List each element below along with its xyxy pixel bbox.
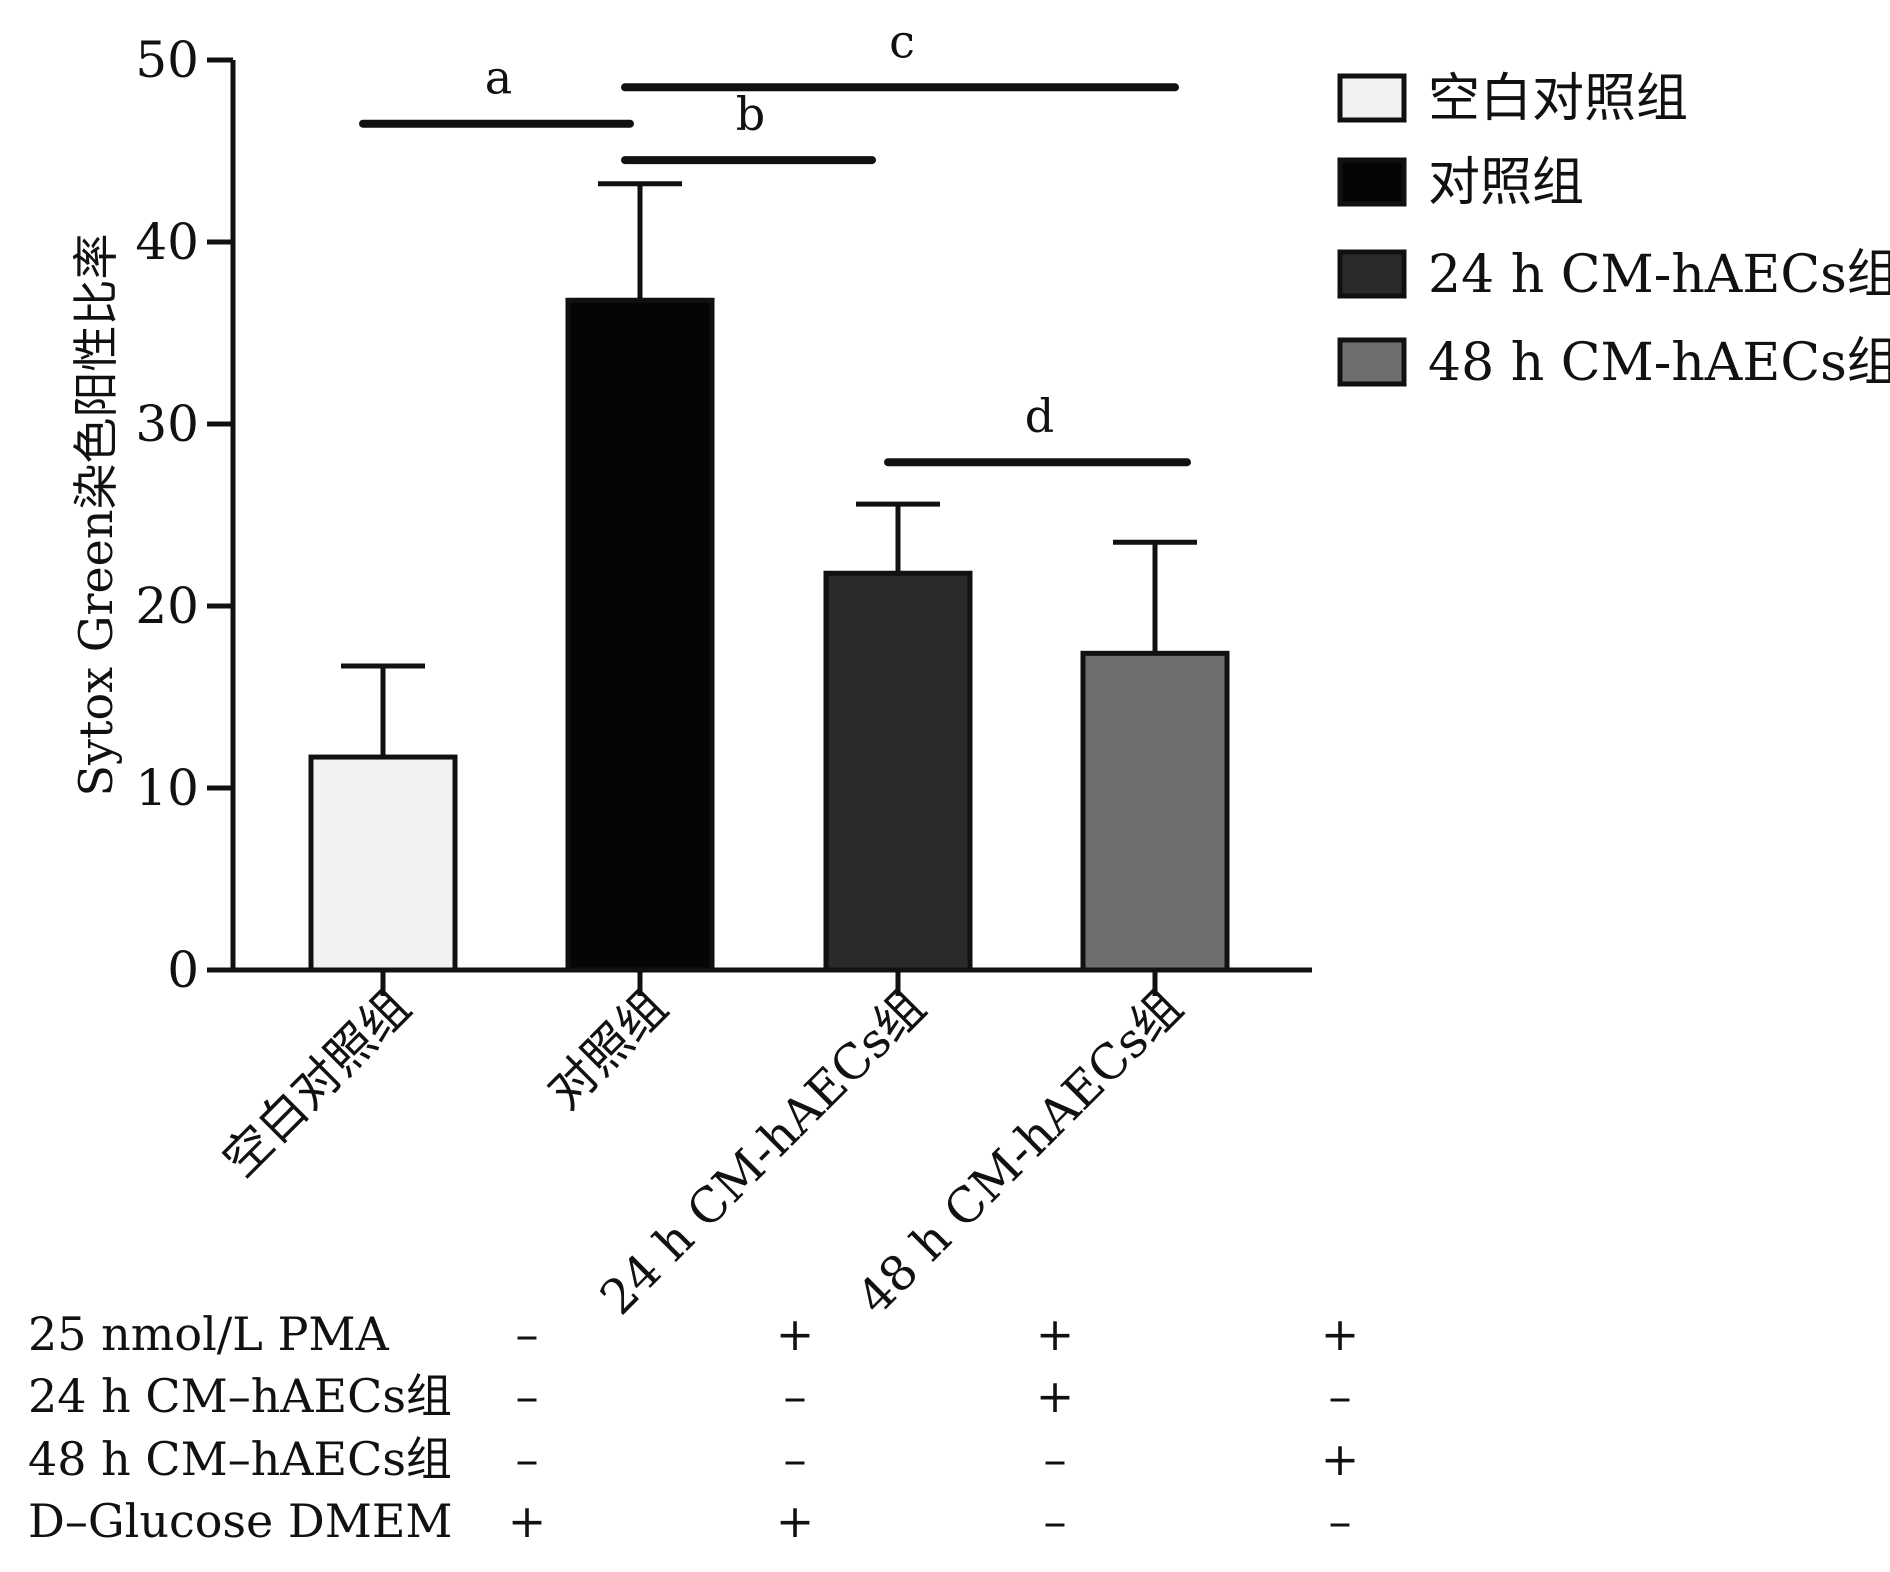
table-cell: –	[1044, 1494, 1067, 1548]
legend-item: 空白对照组	[1337, 69, 1688, 129]
significance-bracket: c	[621, 14, 1179, 92]
table-cell: –	[516, 1307, 539, 1361]
significance-label: c	[889, 14, 915, 68]
legend-item: 48 h CM-hAECs组	[1337, 333, 1890, 393]
bar	[1080, 650, 1230, 973]
table-cell: –	[784, 1432, 807, 1486]
x-axis	[233, 967, 1312, 996]
legend-item: 对照组	[1337, 153, 1584, 213]
table-cell: +	[1036, 1369, 1075, 1423]
x-tick-label: 空白对照组	[212, 979, 421, 1188]
legend-label: 对照组	[1428, 153, 1584, 213]
table-cell: –	[516, 1369, 539, 1423]
table-cell: –	[1044, 1432, 1067, 1486]
table-row-label: 48 h CM–hAECs组	[28, 1432, 452, 1486]
bars	[308, 181, 1230, 973]
legend-label: 空白对照组	[1428, 69, 1688, 129]
table-cell: +	[1036, 1307, 1075, 1361]
legend-label: 48 h CM-hAECs组	[1428, 333, 1890, 393]
bar	[823, 570, 973, 973]
legend-label: 24 h CM-hAECs组	[1428, 245, 1890, 305]
legend-swatch	[1337, 337, 1407, 387]
y-tick-label: 20	[135, 577, 199, 635]
y-tick-label: 50	[135, 31, 199, 89]
significance-label: d	[1025, 389, 1054, 443]
bar-group	[823, 501, 973, 973]
table-cell: –	[516, 1432, 539, 1486]
y-tick-label: 10	[135, 759, 199, 817]
table-cell: –	[784, 1369, 807, 1423]
significance-bracket: b	[621, 87, 876, 165]
y-tick-label: 0	[167, 941, 199, 999]
table-cell: +	[1321, 1307, 1360, 1361]
table-cell: +	[776, 1307, 815, 1361]
y-axis-title: Sytox Green染色阳性比率	[69, 233, 123, 796]
y-tick-label: 40	[135, 213, 199, 271]
bar-group	[1080, 539, 1230, 973]
table-row-label: D–Glucose DMEM	[28, 1494, 453, 1548]
significance-label: b	[736, 87, 765, 141]
legend-swatch	[1337, 73, 1407, 123]
legend-swatch	[1337, 249, 1407, 299]
treatment-table: 25 nmol/L PMA – + + +24 h CM–hAECs组 – – + –48 h …	[28, 1307, 1359, 1548]
table-row: 48 h CM–hAECs组 – – – +	[28, 1432, 1359, 1486]
legend-swatch	[1337, 157, 1407, 207]
legend-item: 24 h CM-hAECs组	[1337, 245, 1890, 305]
table-row: 25 nmol/L PMA – + + +	[28, 1307, 1359, 1361]
table-cell: +	[508, 1494, 547, 1548]
table-cell: –	[1329, 1369, 1352, 1423]
bar-group	[308, 663, 458, 973]
table-row-label: 24 h CM–hAECs组	[28, 1369, 452, 1423]
bar-group	[565, 181, 715, 973]
table-cell: +	[1321, 1432, 1360, 1486]
bar	[308, 754, 458, 973]
table-cell: –	[1329, 1494, 1352, 1548]
table-row-label: 25 nmol/L PMA	[28, 1307, 390, 1361]
x-tick-label: 对照组	[537, 979, 678, 1120]
significance-bracket: d	[884, 389, 1191, 467]
y-axis: 0 10 20 30 40 50 Sytox Green染色阳性比率	[69, 31, 236, 999]
significance-bracket: a	[359, 51, 634, 128]
significance-label: a	[485, 51, 512, 105]
significance-brackets: a c b d	[359, 14, 1191, 467]
y-tick-label: 30	[135, 395, 199, 453]
table-row: 24 h CM–hAECs组 – – + –	[28, 1369, 1352, 1423]
table-cell: +	[776, 1494, 815, 1548]
table-row: D–Glucose DMEM + + – –	[28, 1494, 1352, 1548]
bar	[565, 297, 715, 973]
